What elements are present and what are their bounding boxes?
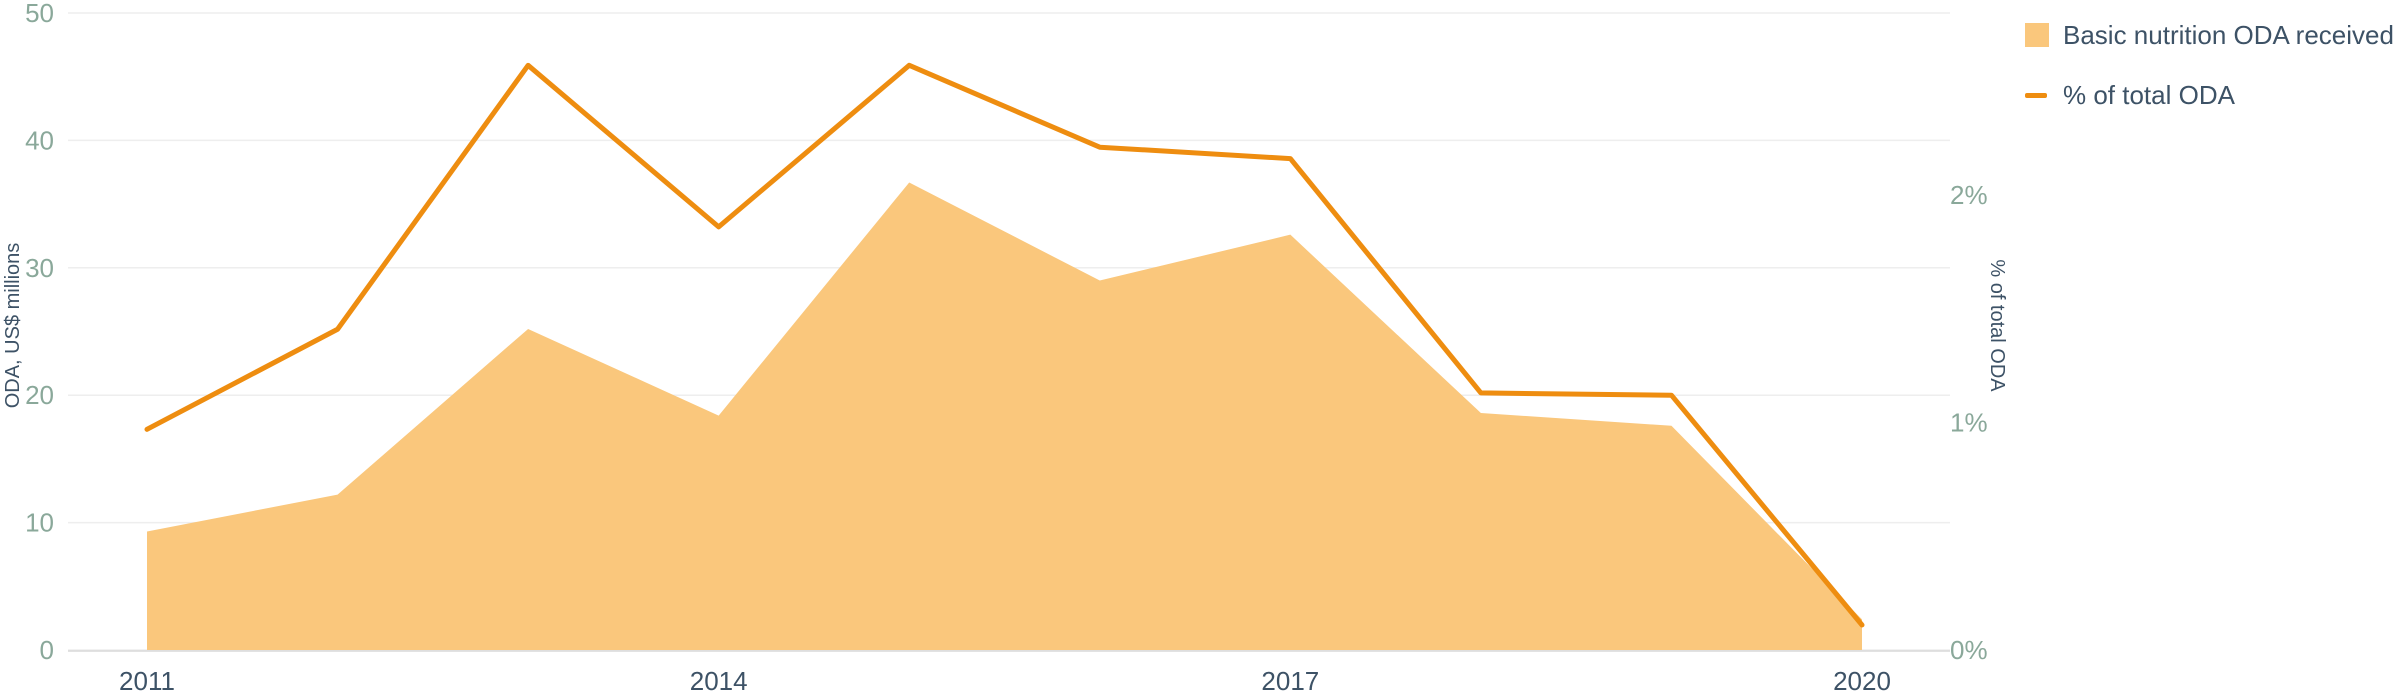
x-tick-label: 2014	[690, 666, 748, 696]
y2-tick-label: 0%	[1950, 635, 1988, 665]
area-series	[147, 182, 1862, 650]
y-axis-title: ODA, US$ millions	[2, 243, 24, 409]
legend-label-area: Basic nutrition ODA received	[2063, 19, 2394, 50]
y-tick-label: 50	[25, 0, 54, 28]
legend: Basic nutrition ODA received % of total …	[2025, 18, 2394, 138]
y2-tick-label: 1%	[1950, 408, 1988, 438]
legend-item-area[interactable]: Basic nutrition ODA received	[2025, 18, 2394, 52]
y-tick-label: 0	[40, 635, 54, 665]
legend-item-line[interactable]: % of total ODA	[2025, 78, 2394, 112]
legend-swatch-area	[2025, 23, 2049, 47]
y-tick-label: 20	[25, 380, 54, 410]
x-tick-label: 2017	[1261, 666, 1319, 696]
line-series	[144, 62, 1865, 628]
y2-axis-title: % of total ODA	[1986, 259, 2008, 392]
y-tick-label: 10	[25, 508, 54, 538]
x-tick-label: 2020	[1833, 666, 1891, 696]
legend-label-line: % of total ODA	[2063, 79, 2235, 110]
x-tick-label: 2011	[119, 666, 175, 696]
y2-tick-label: 2%	[1950, 180, 1988, 210]
y-tick-label: 40	[25, 125, 54, 155]
legend-swatch-line	[2025, 92, 2047, 98]
y-tick-label: 30	[25, 253, 54, 283]
